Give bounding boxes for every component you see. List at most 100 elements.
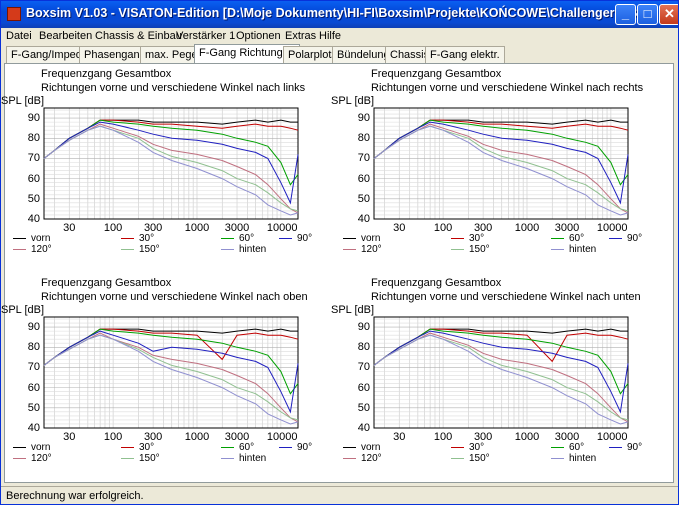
legend-swatch (121, 249, 134, 250)
plot-frame (373, 107, 629, 220)
legend-swatch (13, 458, 26, 459)
tab-max-pegel[interactable]: max. Pegel (140, 46, 206, 63)
y-tick-label: 40 (27, 213, 40, 225)
legend-label: 60° (239, 233, 255, 244)
chart-oben: Frequenzgang Gesamtbox Richtungen vorne … (1, 277, 331, 477)
y-tick-label: 90 (357, 112, 370, 125)
menu-optionen[interactable]: Optionen (236, 30, 281, 42)
menu-hilfe[interactable]: Hilfe (319, 30, 342, 42)
x-tick-label: 3000 (554, 431, 580, 443)
x-tick-label: 30 (393, 222, 406, 234)
tab-chassis[interactable]: Chassis (385, 46, 435, 63)
chart-subtitle: Richtungen vorne und verschiedene Winkel… (41, 291, 308, 303)
menu-verstaerker[interactable]: Verstärker 1 (176, 30, 236, 42)
x-tick-label: 1000 (514, 431, 540, 443)
y-tick-label: 80 (27, 341, 40, 354)
x-tick-label: 3000 (224, 431, 250, 443)
legend-swatch (121, 458, 134, 459)
y-tick-label: 60 (27, 381, 40, 394)
plot-svg (43, 107, 299, 220)
y-tick-label: 70 (357, 361, 370, 374)
plot-svg (43, 316, 299, 429)
legend-swatch (221, 249, 234, 250)
chart-title: Frequenzgang Gesamtbox (371, 68, 502, 80)
series-line-3 (43, 330, 299, 414)
x-tick-label: 1000 (184, 222, 210, 234)
legend-swatch (451, 249, 464, 250)
x-tick-label: 300 (143, 431, 163, 443)
plot-frame (373, 316, 629, 429)
menu-datei[interactable]: Datei (6, 30, 32, 42)
legend-swatch (13, 238, 26, 239)
legend-swatch (13, 447, 26, 448)
chart-panel: Frequenzgang Gesamtbox Richtungen vorne … (1, 63, 674, 483)
x-tick-label: 30 (63, 222, 76, 234)
minimize-icon[interactable]: _ (615, 4, 636, 25)
legend-swatch (343, 249, 356, 250)
y-tick-label: 90 (357, 321, 370, 334)
x-tick-label: 10000 (266, 431, 298, 443)
series-line-6 (43, 125, 299, 216)
tab-phasengang[interactable]: Phasengang (79, 46, 151, 63)
y-tick-label: 40 (27, 422, 40, 434)
legend-swatch (221, 447, 234, 448)
y-tick-label: 50 (357, 192, 370, 205)
tab-f-gang-elektr[interactable]: F-Gang elektr. (425, 46, 505, 63)
tab-f-gang-richtungen[interactable]: F-Gang Richtungen (194, 44, 300, 64)
legend-label: 90° (627, 233, 643, 244)
y-tick-label: 70 (357, 152, 370, 165)
series-line-6 (373, 334, 629, 425)
y-tick-label: 80 (357, 132, 370, 145)
x-tick-label: 10000 (596, 431, 628, 443)
legend-label: 150° (139, 453, 160, 464)
chart-subtitle: Richtungen vorne und verschiedene Winkel… (371, 82, 644, 94)
chart-subtitle: Richtungen vorne und verschiedene Winkel… (371, 291, 641, 303)
series-line-3 (373, 121, 629, 205)
menu-chassis-einbau[interactable]: Chassis & Einbau (95, 30, 182, 42)
y-tick-label: 80 (27, 132, 40, 145)
legend-swatch (451, 458, 464, 459)
legend-label: 150° (469, 453, 490, 464)
y-tick-label: 70 (27, 361, 40, 374)
close-icon[interactable]: ✕ (659, 4, 678, 25)
legend-label: 60° (569, 442, 585, 453)
x-tick-label: 100 (433, 222, 453, 234)
legend-label: 90° (627, 442, 643, 453)
legend-label: vorn (361, 233, 381, 244)
legend-swatch (609, 238, 622, 239)
tab-buendelung[interactable]: Bündelung (332, 46, 395, 63)
y-tick-label: 40 (357, 213, 370, 225)
legend-swatch (343, 238, 356, 239)
x-tick-label: 30 (393, 431, 406, 443)
x-tick-label: 10000 (596, 222, 628, 234)
y-tick-label: 60 (357, 172, 370, 185)
menu-extras[interactable]: Extras (285, 30, 317, 42)
legend-label: 120° (31, 244, 52, 255)
plot-frame (43, 107, 299, 220)
legend-label: 30° (139, 442, 155, 453)
title-bar[interactable]: Boxsim V1.03 - VISATON-Edition [D:\Moje … (1, 1, 678, 28)
legend-swatch (609, 447, 622, 448)
tab-f-gang-imped[interactable]: F-Gang/Imped. (6, 46, 90, 63)
x-tick-label: 3000 (554, 222, 580, 234)
menu-bearbeiten[interactable]: Bearbeiten (39, 30, 93, 42)
legend-label: 120° (361, 453, 382, 464)
app-icon[interactable] (7, 7, 21, 21)
legend-label: 60° (239, 442, 255, 453)
maximize-icon[interactable]: □ (637, 4, 658, 25)
chart-ylabel: SPL [dB] (331, 304, 375, 316)
legend-swatch (221, 238, 234, 239)
x-tick-label: 100 (103, 222, 123, 234)
y-tick-label: 50 (27, 401, 40, 414)
chart-links: Frequenzgang Gesamtbox Richtungen vorne … (1, 68, 331, 268)
y-tick-label: 70 (27, 152, 40, 165)
y-tick-label: 50 (27, 192, 40, 205)
y-tick-label: 90 (27, 112, 40, 125)
x-tick-label: 3000 (224, 222, 250, 234)
legend-swatch (551, 249, 564, 250)
x-tick-label: 1000 (184, 431, 210, 443)
legend-label: vorn (31, 442, 51, 453)
y-tick-label: 80 (357, 341, 370, 354)
legend-label: vorn (31, 233, 51, 244)
tab-polarplots[interactable]: Polarplots (283, 46, 342, 63)
